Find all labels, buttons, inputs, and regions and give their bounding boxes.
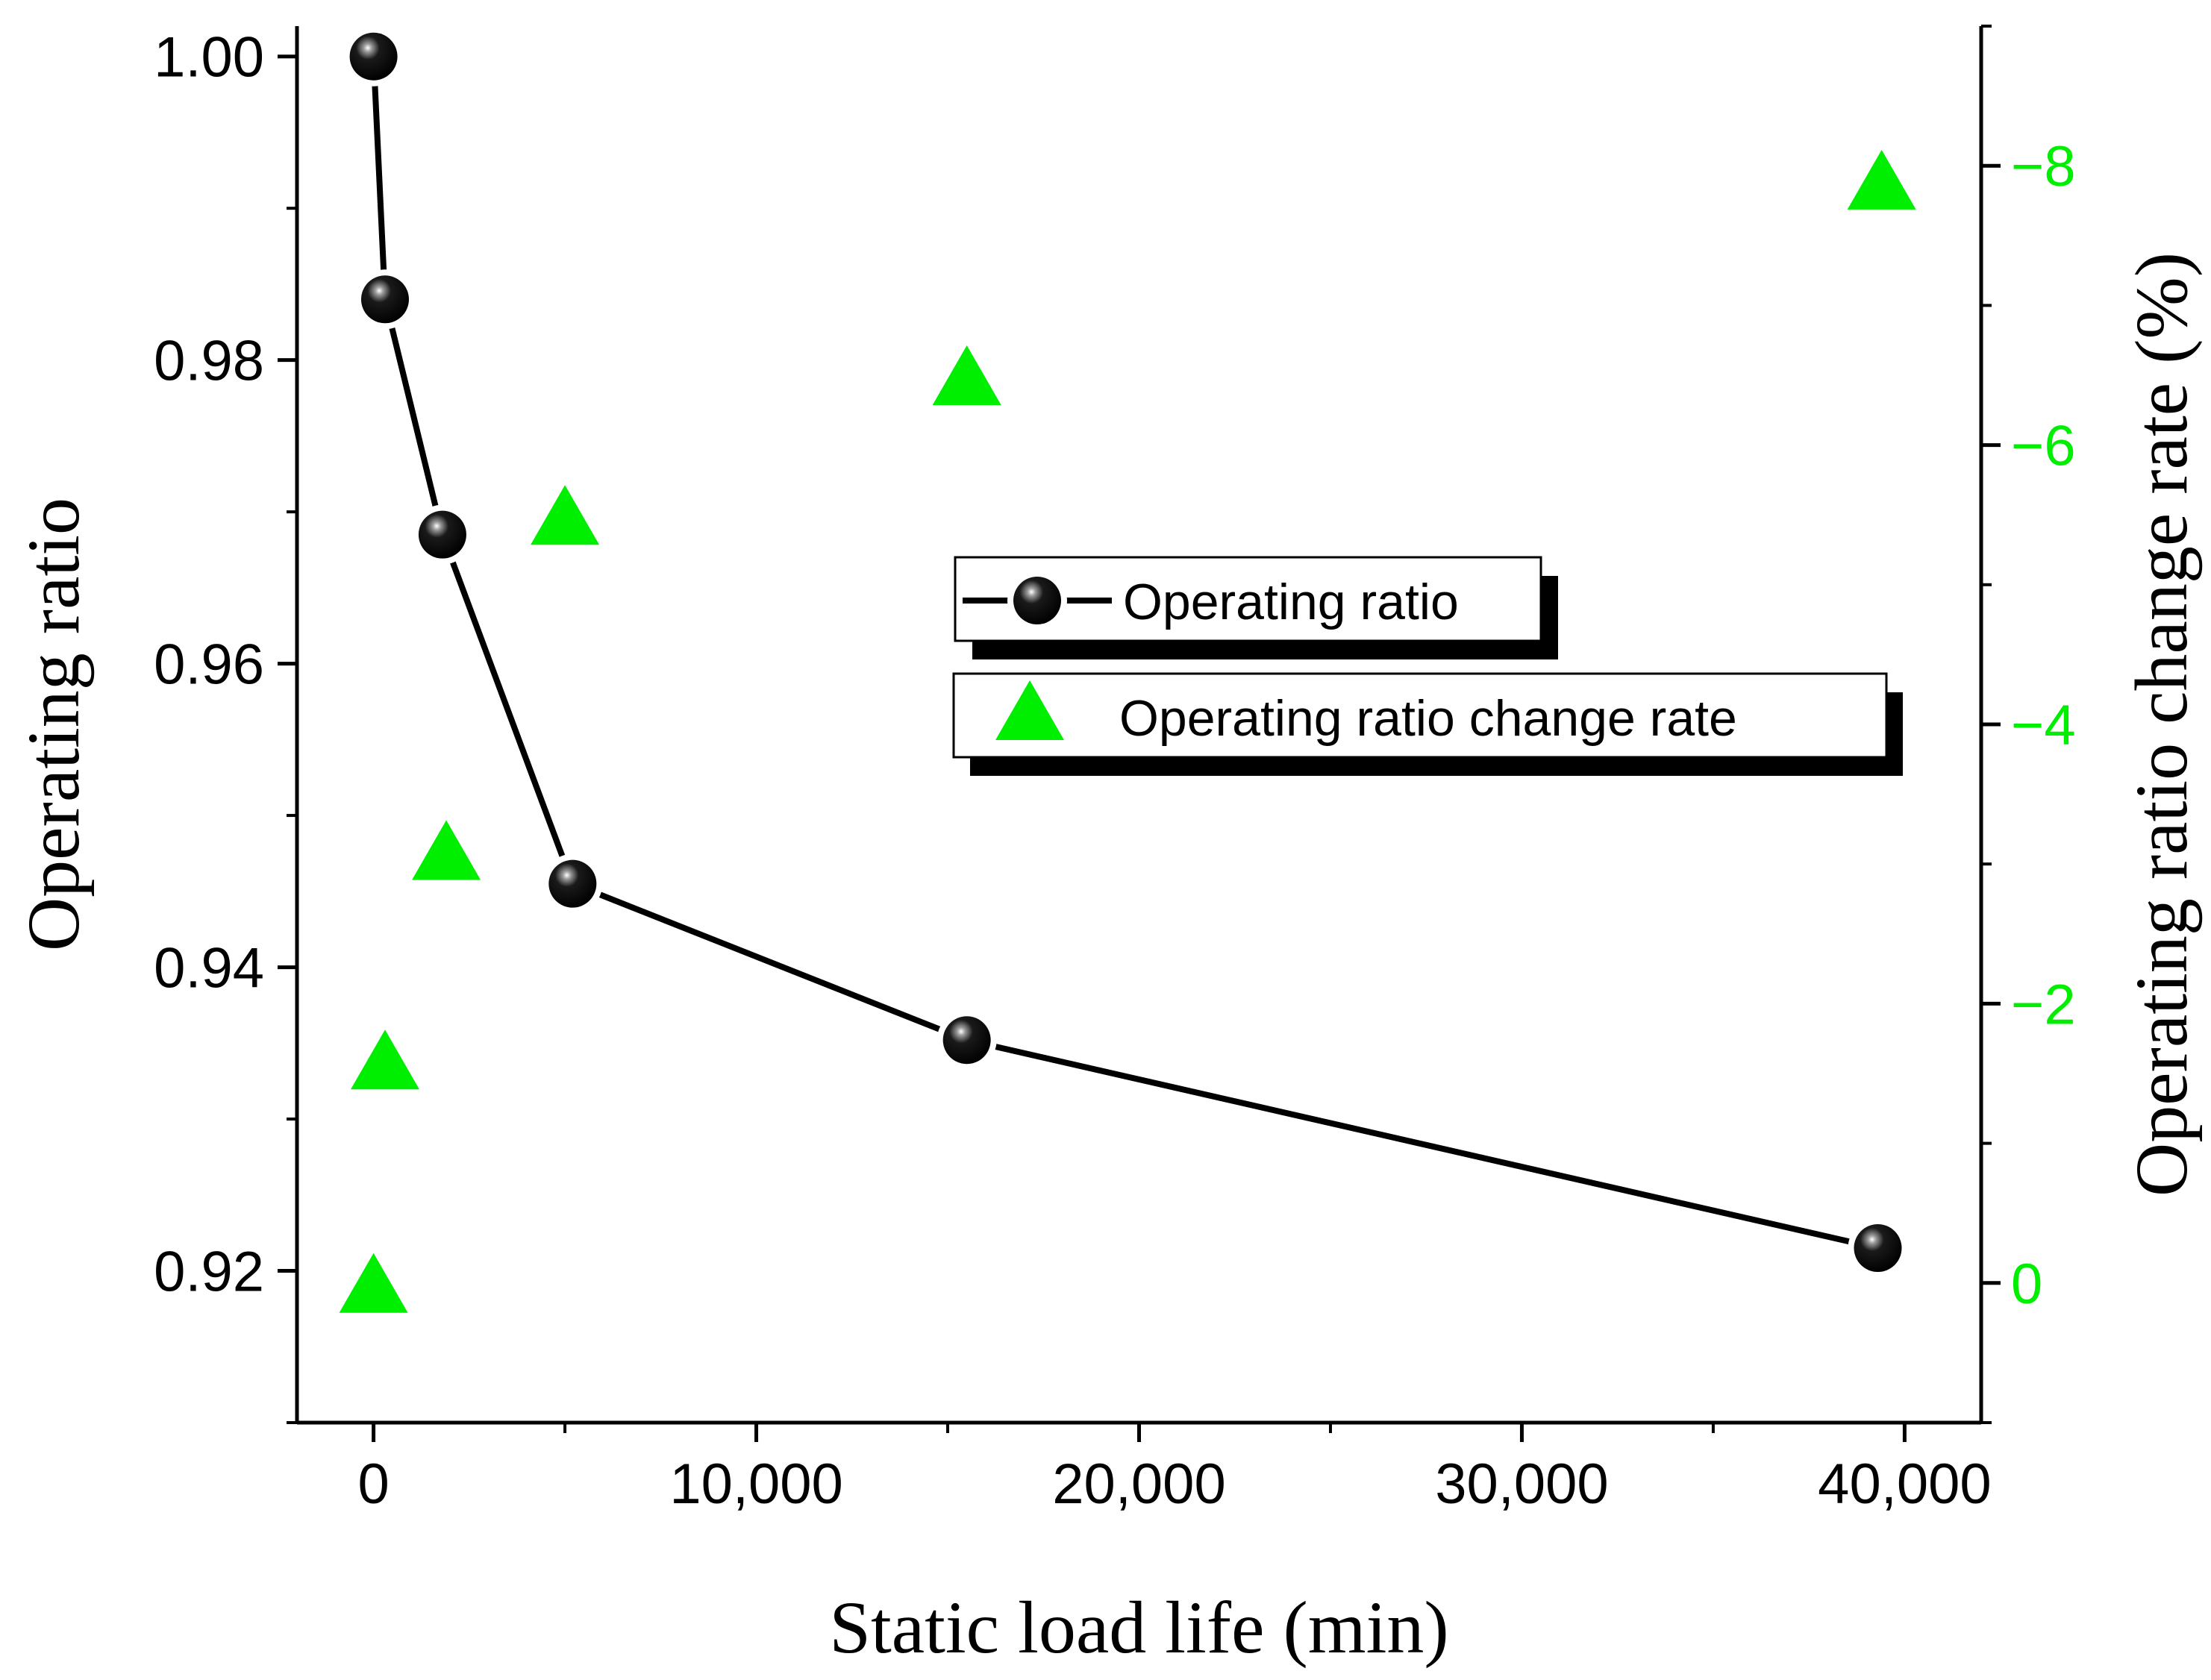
x-tick-label: 40,000 <box>1818 1452 1991 1516</box>
data-point-operating-ratio <box>360 275 409 324</box>
y-left-axis-title: Operating ratio <box>12 498 95 951</box>
data-point-operating-ratio <box>418 510 466 559</box>
data-point-operating-ratio <box>942 1016 991 1065</box>
data-point-change-rate <box>932 345 1001 405</box>
legend-label-operating-ratio: Operating ratio <box>1123 574 1459 630</box>
x-tick-label: 30,000 <box>1435 1452 1608 1516</box>
series-line-operating-ratio <box>370 56 1879 1251</box>
data-point-change-rate <box>412 820 481 880</box>
y-right-tick-label: 0 <box>2011 1253 2042 1316</box>
x-tick-label: 0 <box>357 1452 389 1516</box>
y-right-axis-title: Operating ratio change rate (%) <box>2120 252 2203 1197</box>
chart-legend: Operating ratio Operating ratio change ra… <box>952 556 1903 776</box>
y-left-tick-label: 0.96 <box>154 633 264 697</box>
data-point-change-rate <box>350 1029 419 1090</box>
chart-marks <box>339 26 1916 1313</box>
x-tick-label: 20,000 <box>1052 1452 1225 1516</box>
chart-axes: 0 10,000 20,000 30,000 40,000 1.00 0.98 0.96 0.9… <box>12 25 2203 1669</box>
y-left-tick-label: 1.00 <box>154 26 264 90</box>
legend-label-change-rate: Operating ratio change rate <box>1119 690 1737 747</box>
y-right-tick-label: −2 <box>2011 973 2076 1036</box>
legend-marker-change-rate <box>995 680 1064 740</box>
y-right-tick-label: −6 <box>2011 415 2076 478</box>
data-point-change-rate <box>531 485 600 545</box>
data-point-operating-ratio <box>1854 1224 1902 1272</box>
y-left-tick-label: 0.98 <box>154 330 264 393</box>
y-left-tick-label: 0.92 <box>154 1241 264 1304</box>
data-point-operating-ratio <box>548 859 597 908</box>
data-point-operating-ratio <box>349 32 398 81</box>
legend-box-change-rate <box>952 672 1888 759</box>
x-tick-label: 10,000 <box>669 1452 842 1516</box>
data-point-change-rate <box>339 1253 408 1313</box>
legend-marker-operating-ratio <box>1013 577 1061 624</box>
x-axis-title: Static load life (min) <box>829 1586 1448 1669</box>
y-right-tick-label: −4 <box>2011 694 2076 757</box>
y-left-tick-label: 0.94 <box>154 937 264 1000</box>
y-right-tick-label: −8 <box>2011 135 2076 198</box>
data-point-change-rate <box>1847 149 1916 210</box>
